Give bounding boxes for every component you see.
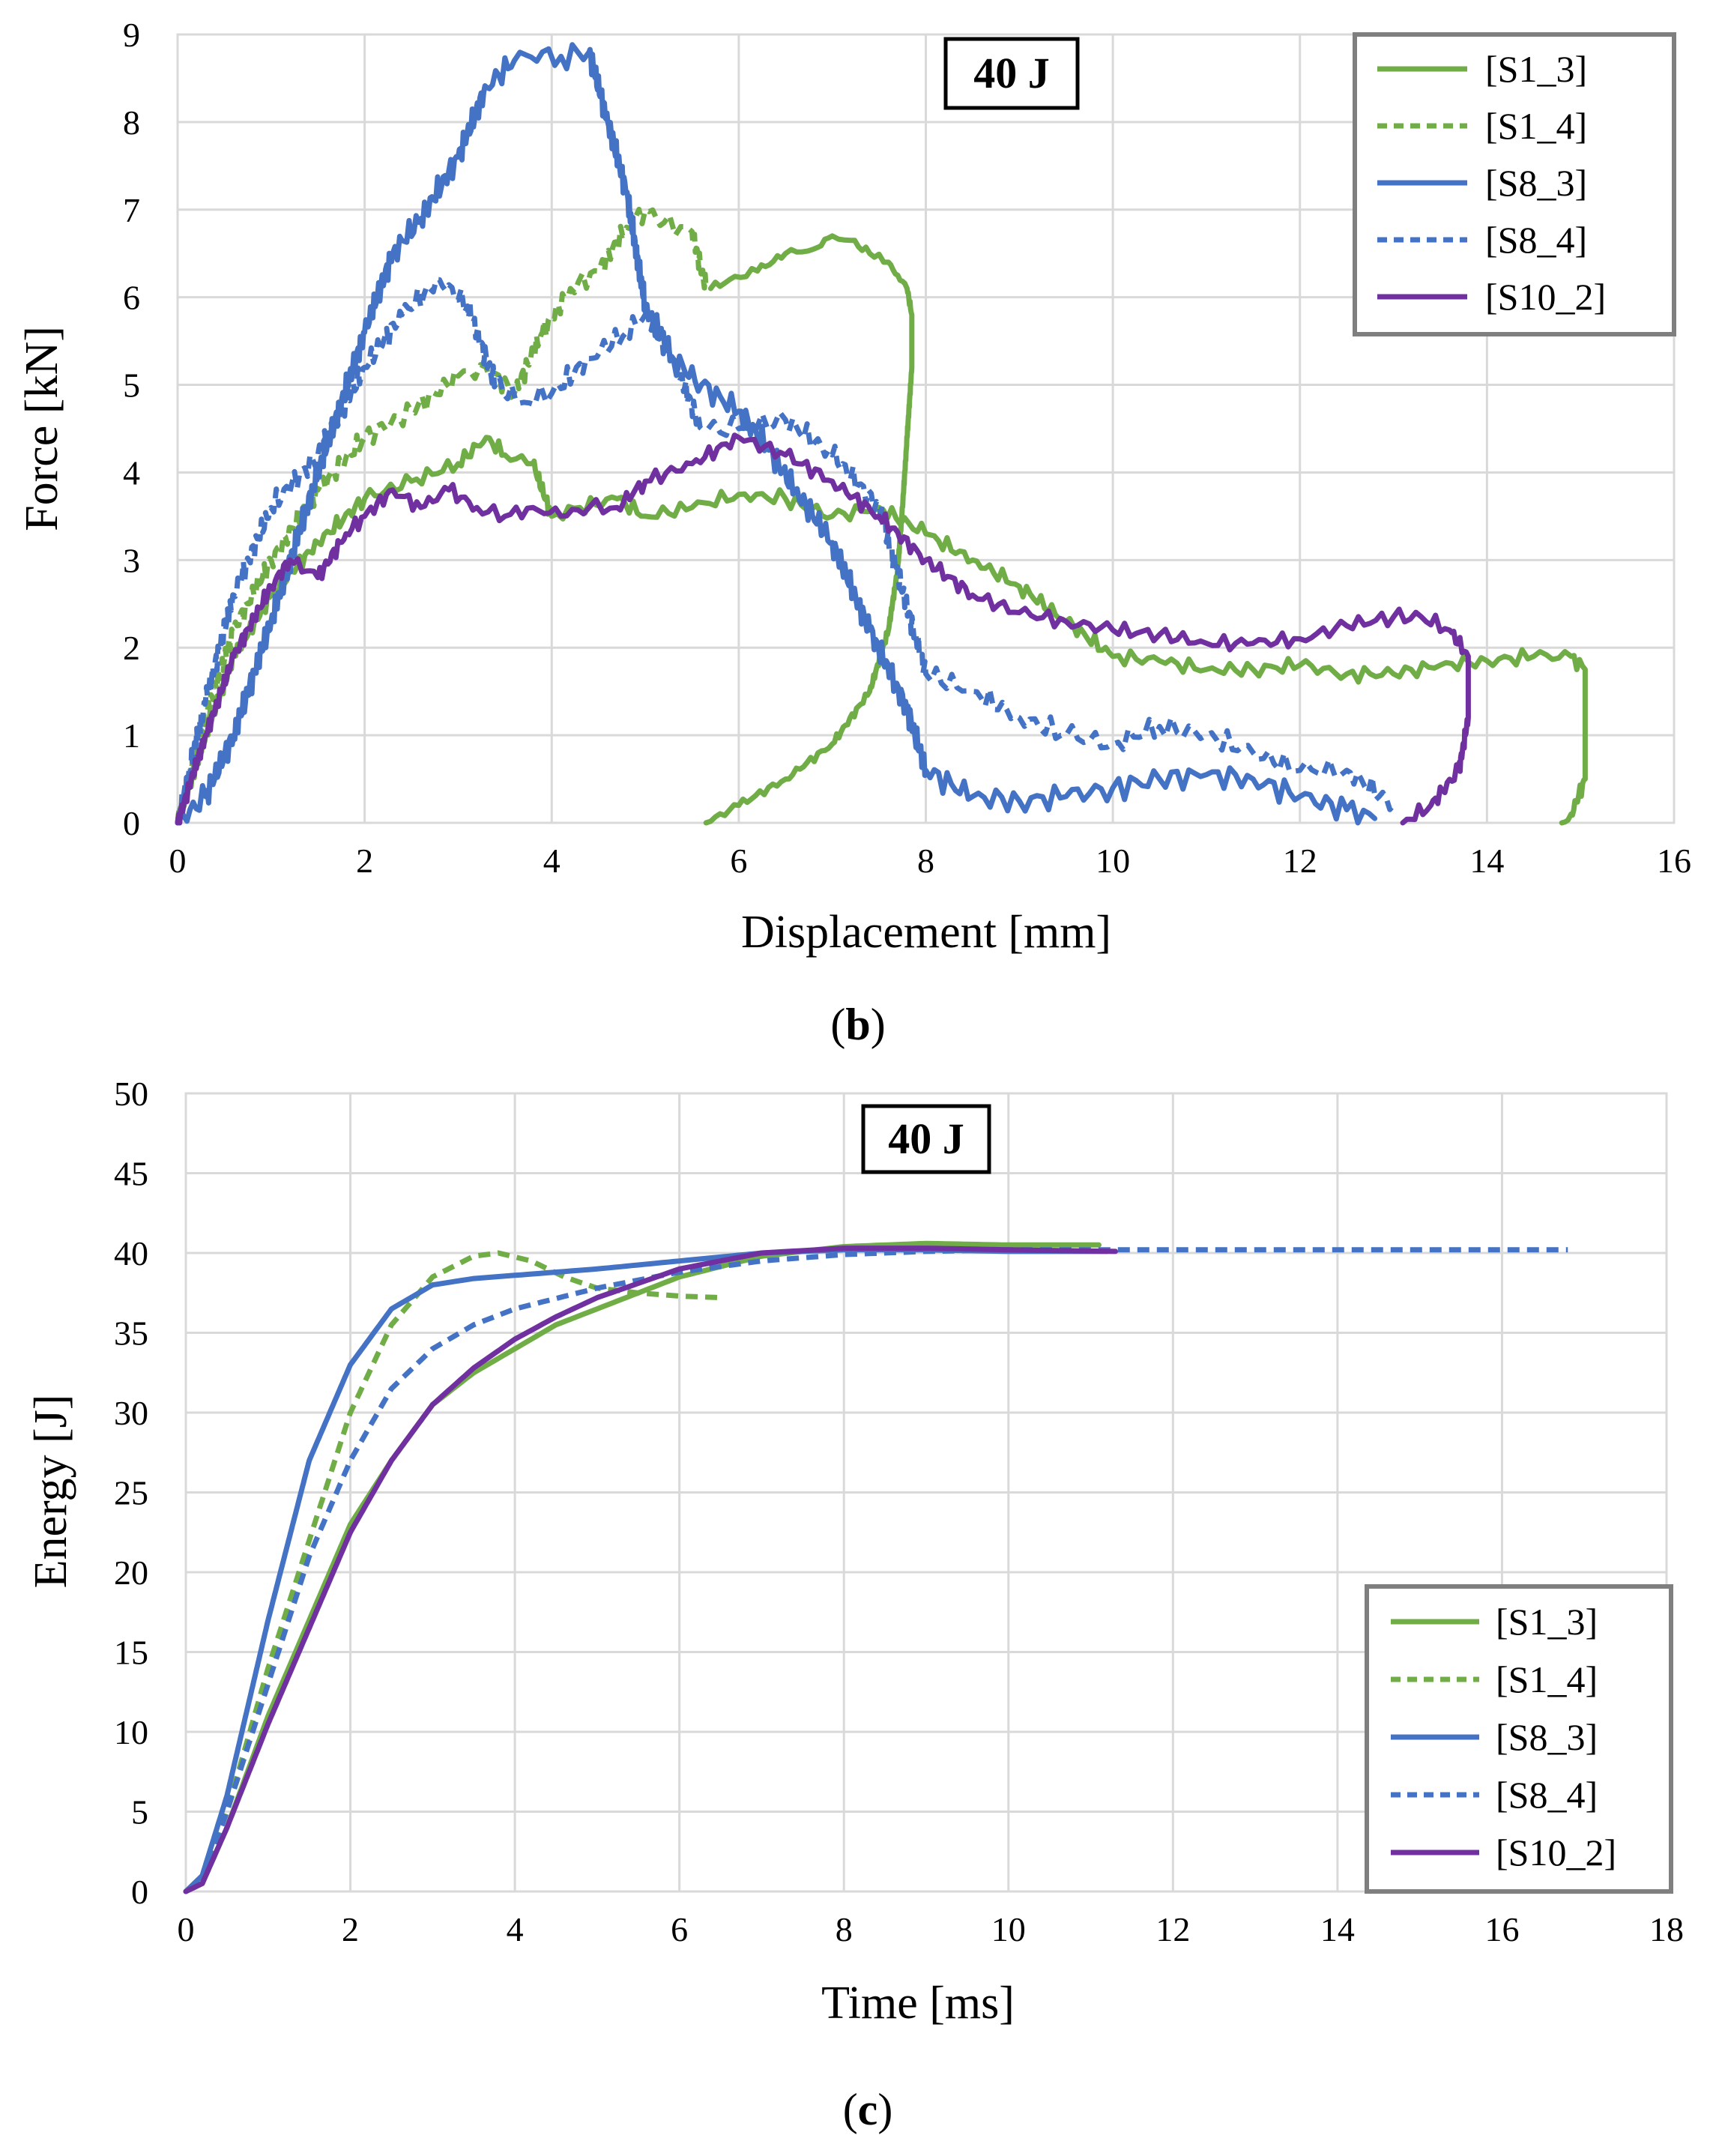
caption-open-paren: (	[830, 1000, 845, 1049]
plot-area-frame	[184, 1092, 1668, 1893]
y-tick-label: 15	[114, 1634, 148, 1672]
series-line	[175, 206, 709, 826]
x-tick-label: 2	[342, 1910, 359, 1948]
series-line	[184, 1247, 1568, 1894]
caption-letter: c	[858, 2085, 878, 2134]
panel-caption: (c)	[843, 2085, 893, 2134]
y-tick-label: 35	[114, 1314, 148, 1353]
x-tick-label: 0	[178, 1910, 195, 1948]
y-tick-label: 8	[123, 103, 140, 142]
annotation-label: 40 J	[888, 1114, 964, 1163]
legend: [S1_3] [S1_4] [S8_3] [S8_4] [S10_2]	[1365, 1584, 1673, 1894]
x-tick-label: 10	[991, 1910, 1026, 1948]
plot-area-frame	[176, 33, 1676, 824]
legend-label: [S8_4]	[1485, 219, 1587, 261]
y-tick-label: 5	[131, 1793, 148, 1832]
x-tick-label: 18	[1649, 1910, 1684, 1948]
caption-open-paren: (	[843, 2085, 858, 2134]
legend-label: [S8_3]	[1485, 162, 1587, 204]
caption-letter: b	[845, 1000, 870, 1049]
x-tick-label: 16	[1657, 842, 1691, 880]
legend-label: [S10_2]	[1485, 276, 1606, 318]
legend: [S1_3] [S1_4] [S8_3] [S8_4] [S10_2]	[1353, 32, 1676, 336]
caption-close-paren: )	[871, 1000, 886, 1049]
x-tick-label: 8	[836, 1910, 853, 1948]
y-tick-label: 10	[114, 1713, 148, 1751]
x-tick-label: 4	[507, 1910, 524, 1948]
x-tick-label: 4	[543, 842, 561, 880]
annotation-badge: 40 J	[861, 1104, 991, 1174]
series-line	[175, 432, 1471, 826]
series-line	[175, 42, 1378, 826]
y-tick-label: 45	[114, 1155, 148, 1193]
x-tick-label: 0	[169, 842, 187, 880]
y-tick-label: 40	[114, 1234, 148, 1272]
annotation-badge: 40 J	[943, 37, 1080, 110]
x-tick-label: 6	[730, 842, 747, 880]
x-tick-label: 14	[1320, 1910, 1355, 1948]
y-tick-label: 0	[123, 804, 140, 842]
annotation-label: 40 J	[973, 49, 1050, 97]
series-line	[703, 233, 915, 826]
y-tick-label: 4	[123, 453, 140, 492]
series-line	[183, 1245, 1118, 1894]
series-line	[175, 277, 1396, 826]
y-tick-label: 20	[114, 1553, 148, 1592]
y-axis-label: Force [kN]	[16, 326, 67, 531]
panel-caption: (b)	[830, 1000, 885, 1049]
legend-label: [S1_3]	[1485, 48, 1587, 90]
x-axis-label: Displacement [mm]	[741, 907, 1111, 958]
y-tick-label: 1	[123, 716, 140, 755]
x-tick-label: 10	[1096, 842, 1130, 880]
x-tick-label: 8	[917, 842, 934, 880]
caption-close-paren: )	[877, 2085, 892, 2134]
y-tick-label: 9	[123, 16, 140, 54]
data-series	[175, 42, 1588, 826]
y-axis-label: Energy [J]	[25, 1395, 76, 1589]
x-tick-label: 6	[671, 1910, 688, 1948]
y-tick-label: 2	[123, 629, 140, 667]
x-axis-label: Time [ms]	[821, 1978, 1015, 2029]
legend-label: [S1_4]	[1485, 105, 1587, 147]
x-tick-label: 12	[1155, 1910, 1190, 1948]
legend-label: [S1_4]	[1496, 1658, 1598, 1700]
energy-time-chart: 0 2 4 6 8 10 12 14 16 18 0 5 10 15 20 25 30 35 40 45 50 40 J…	[25, 1075, 1684, 2134]
y-tick-label: 7	[123, 191, 140, 229]
x-tick-label: 12	[1283, 842, 1317, 880]
axis-tick-labels: 0 2 4 6 8 10 12 14 16 18 0 5 10 15 20 25 30 35 40 45 50	[114, 1075, 1684, 1948]
legend-label: [S10_2]	[1496, 1832, 1616, 1873]
y-tick-label: 0	[131, 1873, 148, 1911]
x-tick-label: 16	[1484, 1910, 1519, 1948]
x-tick-label: 14	[1469, 842, 1504, 880]
y-tick-label: 30	[114, 1394, 148, 1432]
x-tick-label: 2	[356, 842, 373, 880]
y-tick-label: 3	[123, 541, 140, 579]
legend-label: [S1_3]	[1496, 1601, 1598, 1643]
legend-label: [S8_4]	[1496, 1774, 1598, 1816]
legend-label: [S8_3]	[1496, 1716, 1598, 1758]
y-tick-label: 5	[123, 366, 140, 405]
y-tick-label: 50	[114, 1075, 148, 1113]
data-series	[183, 1240, 1568, 1894]
y-tick-label: 25	[114, 1474, 148, 1512]
y-tick-label: 6	[123, 279, 140, 317]
